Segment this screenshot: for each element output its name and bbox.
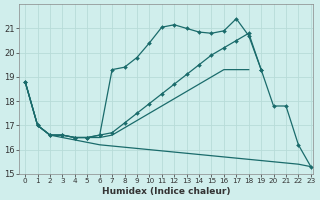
X-axis label: Humidex (Indice chaleur): Humidex (Indice chaleur) <box>102 187 230 196</box>
